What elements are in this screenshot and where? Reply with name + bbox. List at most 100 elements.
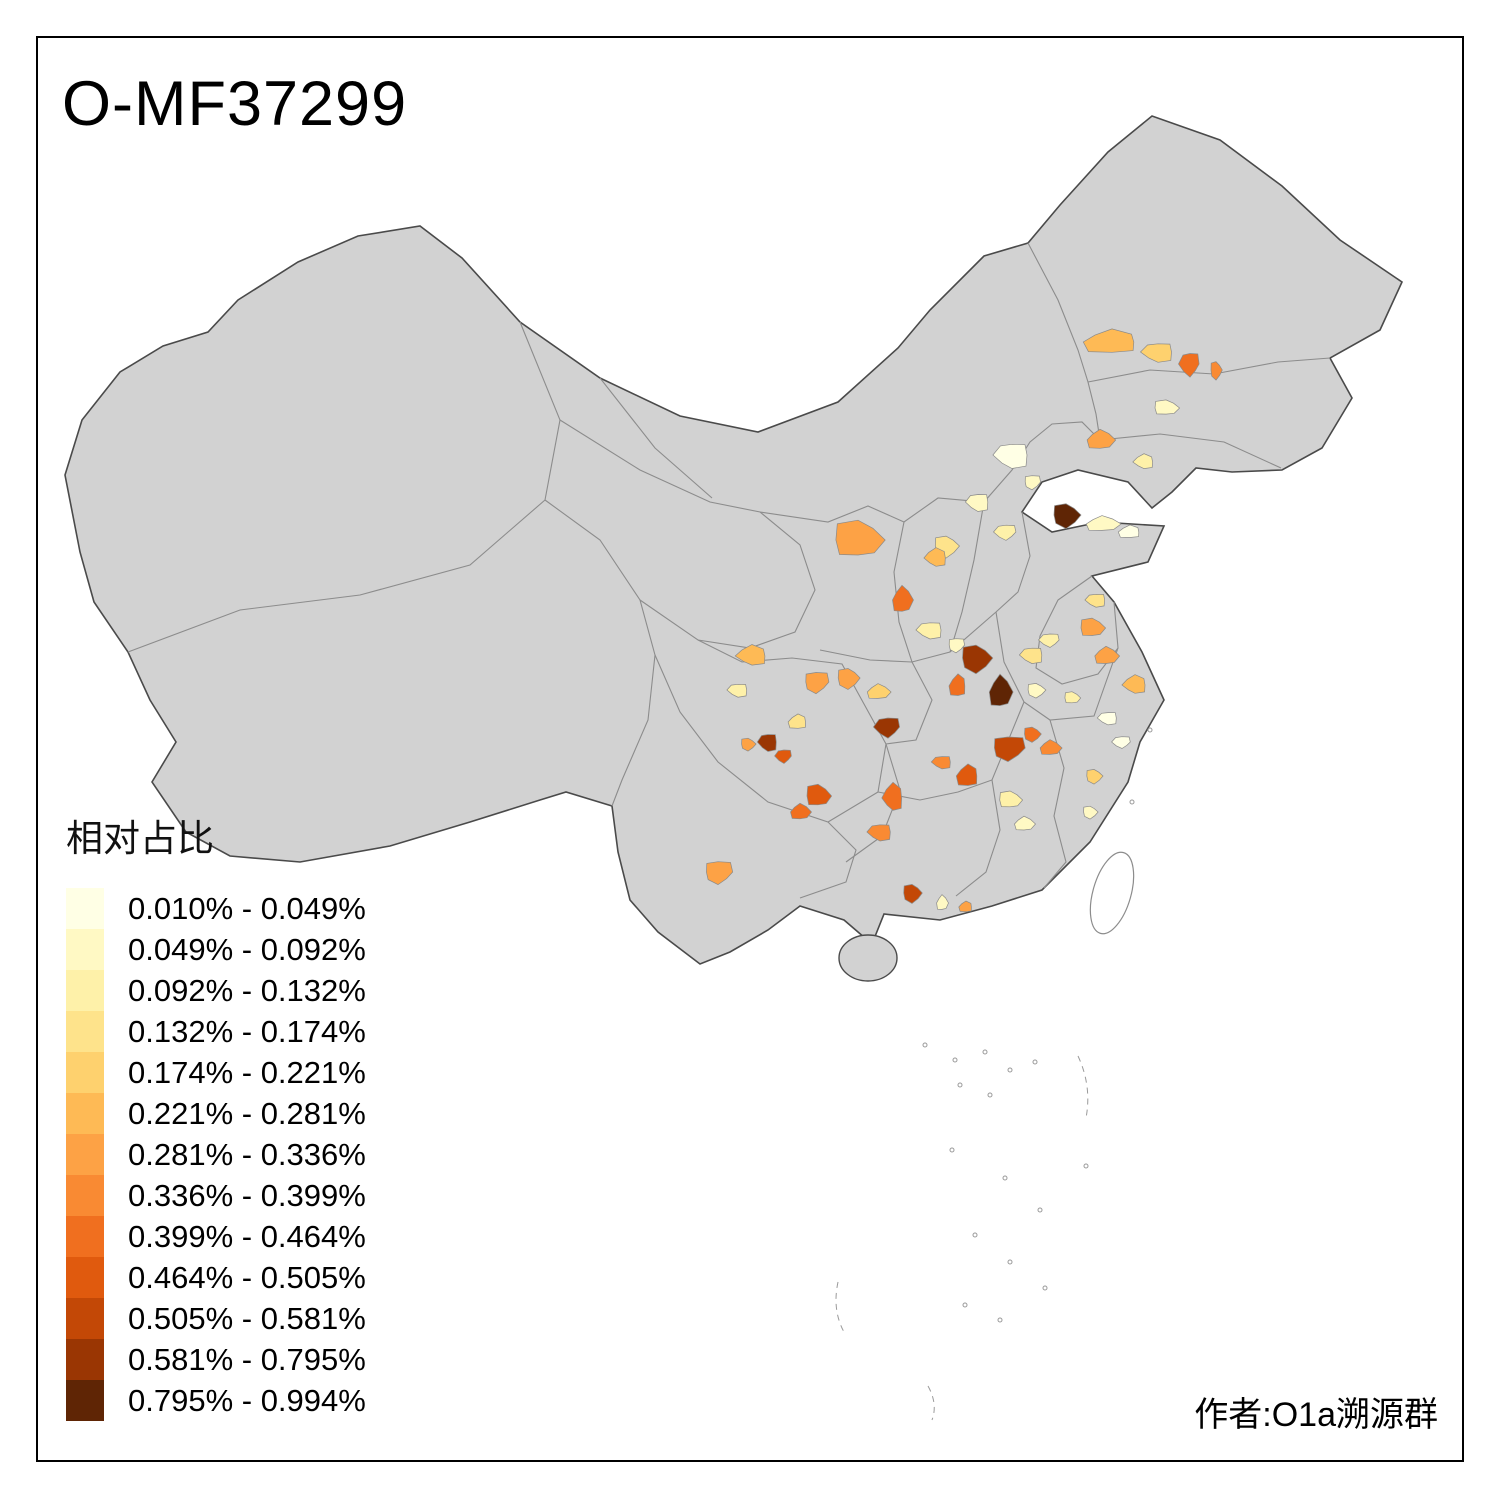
legend-row: 0.795% - 0.994% (66, 1380, 486, 1421)
legend-swatch (66, 888, 104, 929)
legend-row: 0.505% - 0.581% (66, 1298, 486, 1339)
map-region (948, 673, 966, 696)
legend-row: 0.132% - 0.174% (66, 1011, 486, 1052)
legend-label: 0.174% - 0.221% (128, 1054, 366, 1090)
map-region (706, 861, 734, 886)
map-region (1096, 712, 1117, 726)
map-region (837, 668, 861, 690)
map-region (774, 749, 792, 764)
legend-row: 0.221% - 0.281% (66, 1093, 486, 1134)
legend-swatch (66, 1257, 104, 1298)
legend-swatch (66, 970, 104, 1011)
map-region (1111, 736, 1131, 749)
map-region (1024, 726, 1042, 743)
legend-row: 0.010% - 0.049% (66, 888, 486, 929)
map-region (999, 790, 1024, 808)
map-region (988, 673, 1014, 706)
map-region (726, 683, 748, 698)
map-region (1086, 769, 1104, 785)
map-region (930, 756, 951, 770)
legend-row: 0.464% - 0.505% (66, 1257, 486, 1298)
legend-swatch (66, 1093, 104, 1134)
map-region (835, 519, 886, 556)
legend-label: 0.505% - 0.581% (128, 1300, 366, 1336)
map-region (1024, 475, 1041, 491)
map-region (923, 547, 946, 567)
map-region (1083, 805, 1099, 820)
map-region (806, 783, 833, 806)
map-region (915, 622, 942, 640)
map-region (1027, 683, 1047, 699)
legend-swatch (66, 1380, 104, 1421)
legend-label: 0.132% - 0.174% (128, 1013, 366, 1049)
map-region (1064, 691, 1082, 704)
map-region (1014, 815, 1036, 831)
map-region (1018, 647, 1043, 664)
map-region (756, 734, 777, 752)
map-region (1085, 515, 1122, 531)
author-note: 作者:O1a溯源群 (1194, 1396, 1438, 1434)
map-region (787, 713, 806, 729)
legend-label: 0.464% - 0.505% (128, 1259, 366, 1295)
legend-row: 0.092% - 0.132% (66, 970, 486, 1011)
legend-label: 0.795% - 0.994% (128, 1382, 366, 1418)
map-region (1082, 328, 1135, 353)
map-region (1117, 524, 1140, 538)
mainland-outline (64, 115, 1404, 965)
map-region (936, 894, 949, 910)
map-region (1121, 674, 1146, 694)
map-region (1210, 361, 1223, 381)
legend-label: 0.336% - 0.399% (128, 1177, 366, 1213)
legend-swatch (66, 1011, 104, 1052)
legend-title: 相对占比 (66, 818, 214, 859)
map-region (1084, 593, 1106, 608)
map-region (955, 763, 978, 786)
map-region (1139, 343, 1172, 363)
map-region (741, 737, 757, 752)
map-region (872, 717, 900, 739)
map-region (993, 524, 1017, 541)
map-region (1080, 617, 1107, 636)
colored-regions-layer (706, 328, 1223, 913)
map-region (1132, 453, 1153, 469)
map-region (992, 443, 1028, 469)
legend-swatch (66, 1298, 104, 1339)
legend-swatch (66, 1134, 104, 1175)
legend: 相对占比 0.010% - 0.049% 0.049% - 0.092% 0.092… (66, 808, 486, 1421)
legend-swatch (66, 1339, 104, 1380)
legend-row: 0.174% - 0.221% (66, 1052, 486, 1093)
map-region (1037, 633, 1060, 648)
legend-label: 0.049% - 0.092% (128, 931, 366, 967)
map-region (1086, 428, 1117, 449)
taiwan-island (1089, 851, 1135, 935)
legend-swatch (66, 1052, 104, 1093)
map-region (994, 736, 1026, 762)
map-region (892, 584, 914, 612)
map-region (962, 644, 994, 675)
legend-swatch (66, 1216, 104, 1257)
page-title: O-MF37299 (62, 69, 408, 139)
map-region (1053, 503, 1082, 530)
map-region (866, 824, 891, 842)
legend-swatch (66, 1175, 104, 1216)
legend-row: 0.581% - 0.795% (66, 1339, 486, 1380)
map-region (805, 672, 830, 695)
legend-swatch (66, 929, 104, 970)
hainan-island (838, 934, 898, 982)
legend-label: 0.281% - 0.336% (128, 1136, 366, 1172)
legend-rows: 0.010% - 0.049% 0.049% - 0.092% 0.092% - 0… (66, 888, 486, 1421)
map-region (964, 494, 989, 512)
map-region (958, 900, 972, 913)
legend-label: 0.221% - 0.281% (128, 1095, 366, 1131)
legend-label: 0.010% - 0.049% (128, 890, 366, 926)
legend-row: 0.336% - 0.399% (66, 1175, 486, 1216)
map-region (903, 884, 923, 904)
map-region (1039, 739, 1063, 755)
legend-row: 0.049% - 0.092% (66, 929, 486, 970)
legend-row: 0.399% - 0.464% (66, 1216, 486, 1257)
legend-row: 0.281% - 0.336% (66, 1134, 486, 1175)
map-region (881, 781, 902, 811)
map-region (1178, 353, 1200, 378)
